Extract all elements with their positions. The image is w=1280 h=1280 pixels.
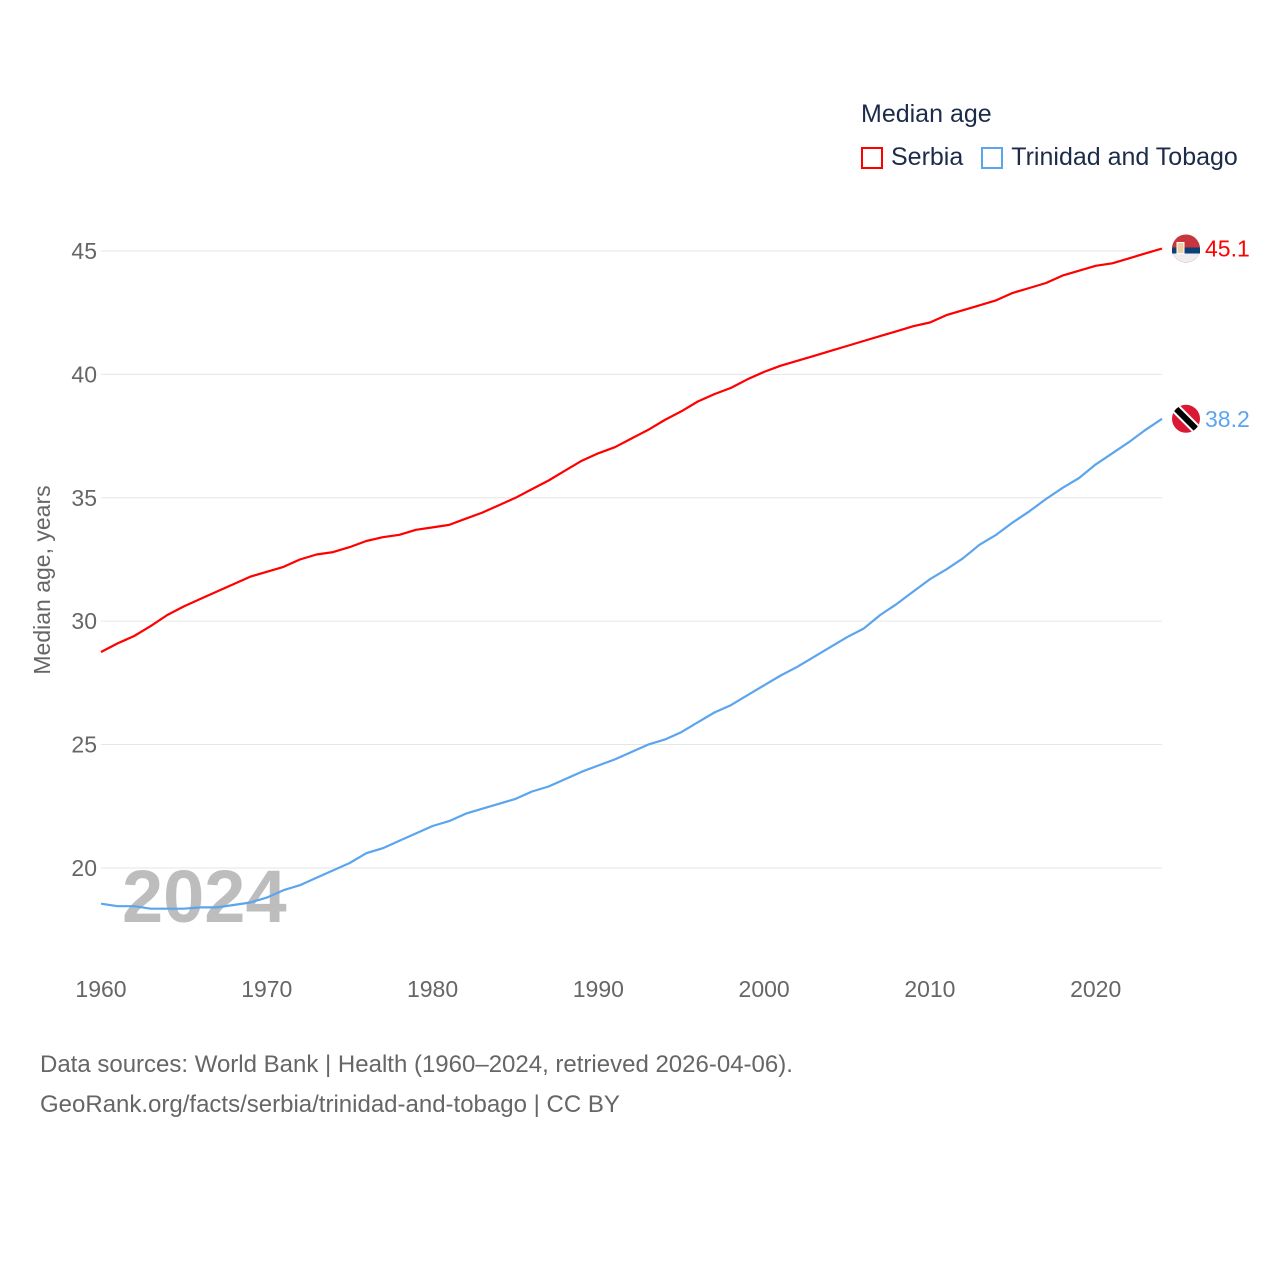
y-tick-label: 35 <box>71 485 97 511</box>
y-axis-label: Median age, years <box>29 485 55 674</box>
series-line-trinidad <box>100 417 1163 910</box>
series-line-serbia <box>100 247 1163 653</box>
x-tick-label: 1990 <box>573 976 624 1002</box>
end-value-label: 38.2 <box>1205 406 1250 432</box>
flag-serbia-band <box>1173 253 1199 263</box>
legend-title: Median age <box>861 100 992 128</box>
flag-serbia-emblem <box>1176 241 1185 254</box>
x-tick-label: 2010 <box>904 976 955 1002</box>
x-tick-label: 1970 <box>241 976 292 1002</box>
x-tick-label: 2020 <box>1070 976 1121 1002</box>
x-tick-label: 2000 <box>739 976 790 1002</box>
legend: Serbia Trinidad and Tobago <box>861 143 1256 172</box>
legend-label: Trinidad and Tobago <box>1011 143 1238 171</box>
legend-swatch-trinidad <box>981 146 1004 169</box>
x-tick-label: 1980 <box>407 976 458 1002</box>
legend-item-serbia[interactable]: Serbia <box>861 143 963 172</box>
source-line: Data sources: World Bank | Health (1960–… <box>40 1051 793 1078</box>
flag-serbia-band <box>1172 247 1200 254</box>
y-tick-label: 25 <box>71 732 97 758</box>
source-link[interactable]: GeoRank.org/facts/serbia/trinidad-and-to… <box>40 1091 620 1118</box>
legend-swatch-serbia <box>861 146 883 169</box>
legend-item-trinidad[interactable]: Trinidad and Tobago <box>981 143 1238 172</box>
legend-label: Serbia <box>891 143 964 171</box>
year-watermark: 2024 <box>122 855 287 938</box>
y-tick-label: 20 <box>71 855 97 881</box>
source-note: Data sources: World Bank | Health (1960–… <box>40 1045 793 1125</box>
y-tick-label: 45 <box>71 238 97 264</box>
y-tick-label: 30 <box>71 608 97 634</box>
y-tick-label: 40 <box>71 361 97 387</box>
end-value-label: 45.1 <box>1205 235 1250 261</box>
flag-trinidad-stripe <box>1172 404 1200 433</box>
x-tick-label: 1960 <box>75 976 126 1002</box>
